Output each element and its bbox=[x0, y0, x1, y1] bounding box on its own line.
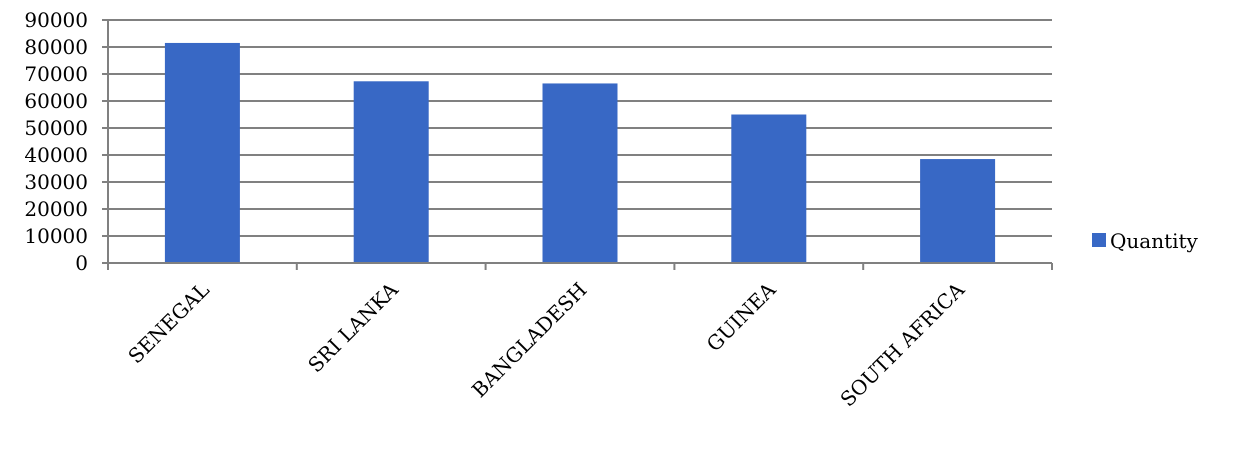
x-tick-label: BANGLADESH bbox=[467, 278, 592, 403]
x-tick-label: SOUTH AFRICA bbox=[835, 277, 969, 411]
bars bbox=[164, 42, 996, 264]
y-tick-label: 80000 bbox=[24, 35, 88, 59]
y-tick-label: 40000 bbox=[24, 143, 88, 167]
y-tick-label: 0 bbox=[75, 251, 88, 275]
x-tick-label: SRI LANKA bbox=[303, 277, 403, 377]
x-tick-label: SENEGAL bbox=[123, 278, 214, 369]
y-tick-labels: 0 10000 20000 30000 40000 50000 60000 70000 8000… bbox=[24, 8, 88, 275]
legend-label-quantity: Quantity bbox=[1110, 229, 1199, 253]
legend-swatch-quantity bbox=[1092, 233, 1106, 247]
bar-guinea bbox=[731, 114, 807, 263]
y-tick-label: 70000 bbox=[24, 62, 88, 86]
y-tick-label: 10000 bbox=[24, 224, 88, 248]
y-tick-label: 60000 bbox=[24, 89, 88, 113]
y-tick-label: 90000 bbox=[24, 8, 88, 32]
y-tick-label: 50000 bbox=[24, 116, 88, 140]
axes bbox=[102, 19, 1053, 270]
x-tick-label: GUINEA bbox=[702, 277, 781, 356]
bar-senegal bbox=[164, 42, 240, 264]
bar-south-africa bbox=[920, 159, 996, 263]
bar-sri-lanka bbox=[353, 81, 429, 263]
bar-bangladesh bbox=[542, 83, 618, 263]
y-tick-label: 30000 bbox=[24, 170, 88, 194]
y-tick-label: 20000 bbox=[24, 197, 88, 221]
legend: Quantity bbox=[1092, 229, 1199, 253]
x-tick-labels: SENEGAL SRI LANKA BANGLADESH GUINEA SOUTH AF… bbox=[123, 277, 969, 411]
